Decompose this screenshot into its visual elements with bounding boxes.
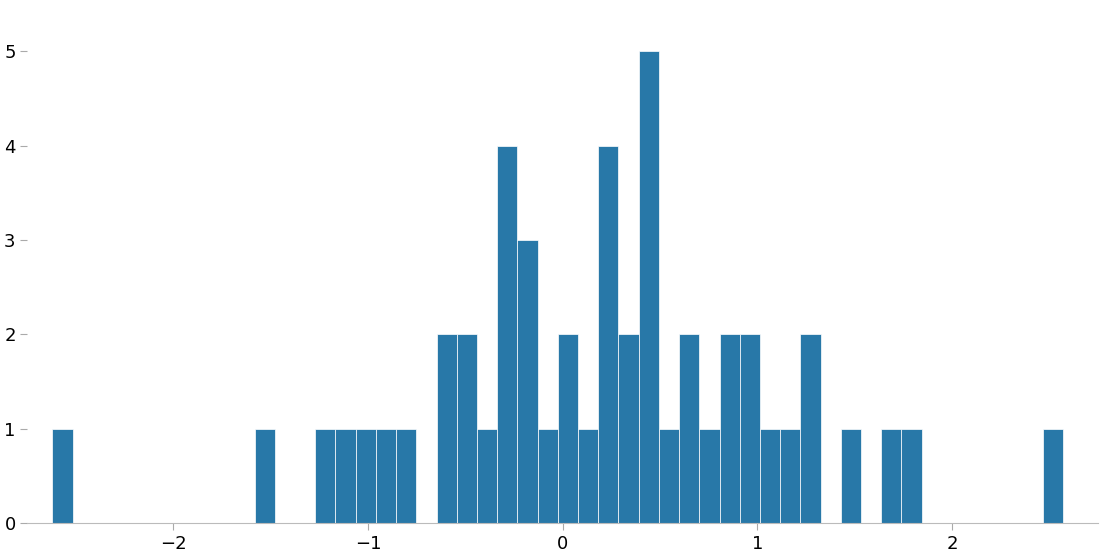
- Bar: [396, 429, 417, 523]
- Bar: [720, 334, 739, 523]
- Bar: [618, 334, 639, 523]
- Bar: [558, 334, 579, 523]
- Bar: [679, 334, 700, 523]
- Bar: [841, 429, 861, 523]
- Bar: [255, 429, 274, 523]
- Bar: [53, 429, 73, 523]
- Bar: [882, 429, 901, 523]
- Bar: [659, 429, 679, 523]
- Bar: [780, 429, 800, 523]
- Bar: [639, 51, 659, 523]
- Bar: [315, 429, 335, 523]
- Bar: [335, 429, 356, 523]
- Bar: [579, 429, 598, 523]
- Bar: [800, 334, 821, 523]
- Bar: [901, 429, 921, 523]
- Bar: [356, 429, 376, 523]
- Bar: [477, 429, 497, 523]
- Bar: [598, 146, 618, 523]
- Bar: [376, 429, 396, 523]
- Bar: [700, 429, 720, 523]
- Bar: [456, 334, 477, 523]
- Bar: [497, 146, 517, 523]
- Bar: [760, 429, 780, 523]
- Bar: [538, 429, 558, 523]
- Bar: [1042, 429, 1063, 523]
- Bar: [436, 334, 456, 523]
- Bar: [517, 240, 538, 523]
- Bar: [739, 334, 760, 523]
